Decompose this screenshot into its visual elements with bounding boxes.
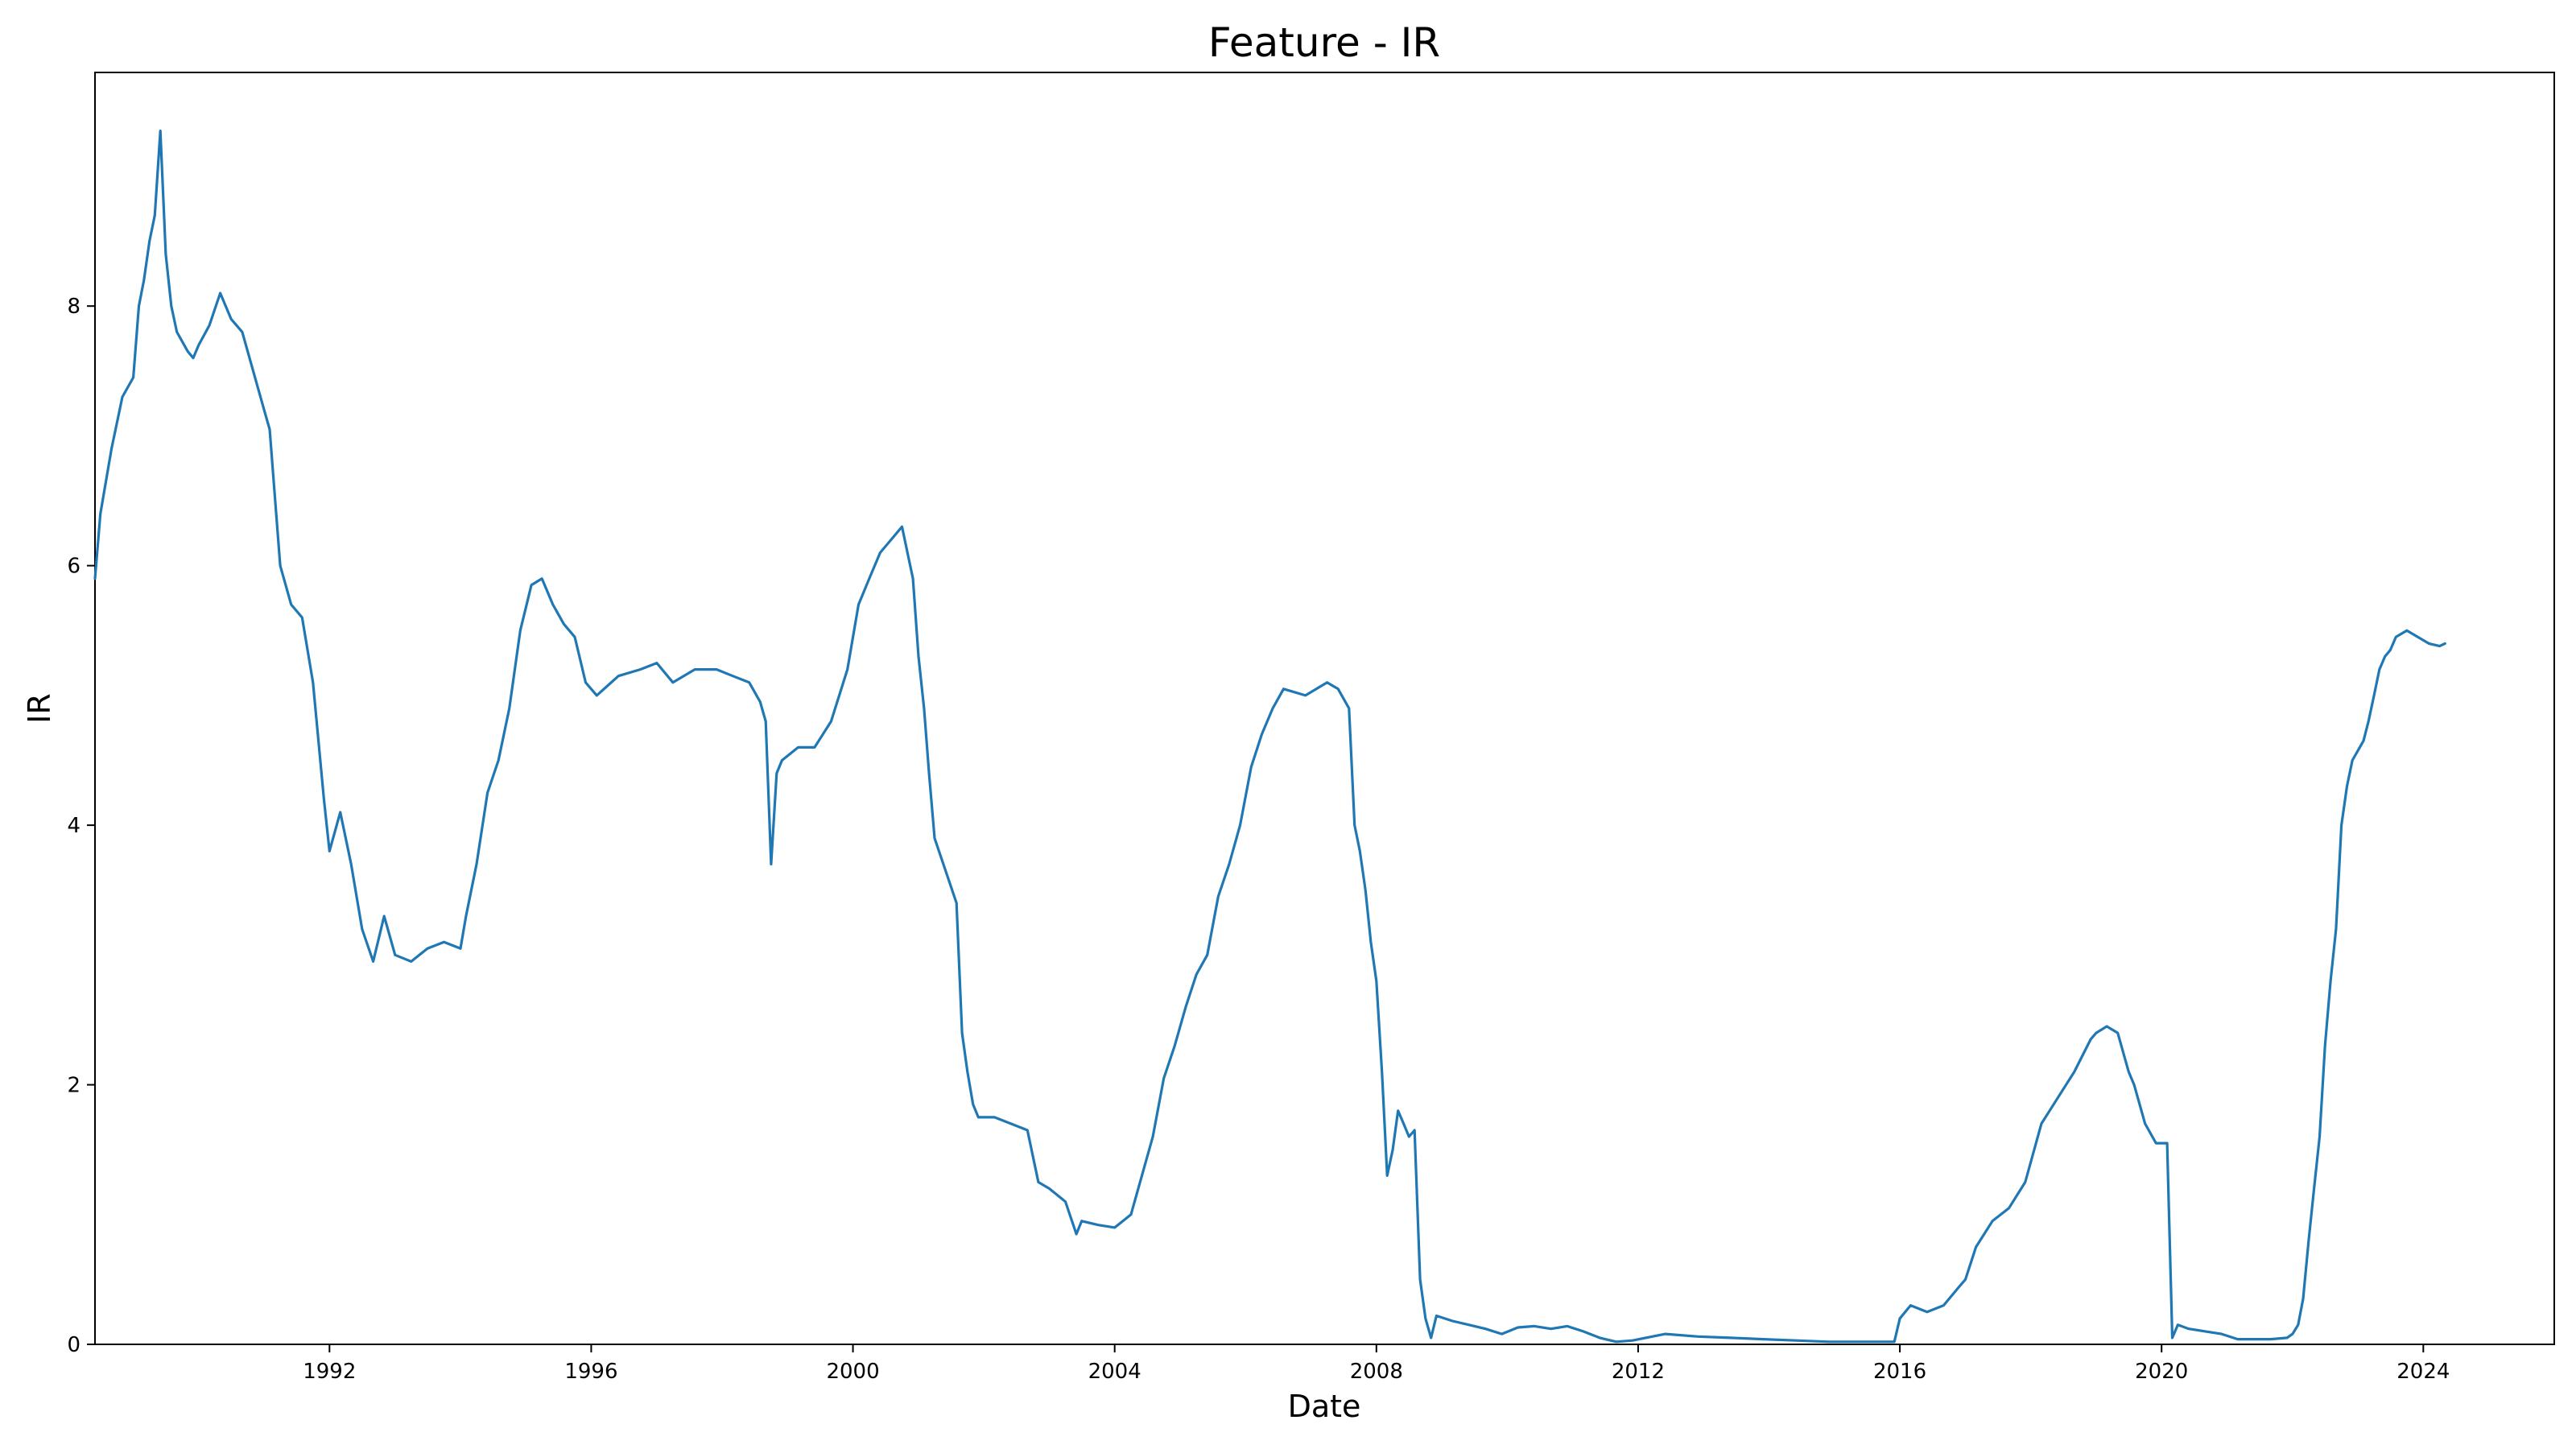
y-tick-label: 2 (67, 1074, 80, 1098)
x-tick-label: 1992 (303, 1360, 356, 1384)
x-tick-label: 2024 (2396, 1360, 2450, 1384)
y-axis: 0 2 4 6 8 (67, 295, 95, 1357)
x-axis-label: Date (1288, 1389, 1361, 1424)
x-tick-label: 1996 (564, 1360, 617, 1384)
x-axis: 1992 1996 2000 2004 2008 2012 2016 2020 2024 (303, 1344, 2450, 1384)
x-tick-label: 2008 (1350, 1360, 1403, 1384)
x-tick-label: 2020 (2135, 1360, 2188, 1384)
series-line-0 (93, 130, 2446, 1344)
series-group (93, 130, 2446, 1344)
y-tick-label: 8 (67, 295, 80, 319)
plot-area (93, 72, 2555, 1345)
y-axis-label: IR (22, 693, 57, 724)
y-tick-label: 6 (67, 555, 80, 579)
x-tick-label: 2004 (1088, 1360, 1141, 1384)
x-tick-label: 2016 (1873, 1360, 1926, 1384)
y-tick-label: 0 (67, 1333, 80, 1357)
chart-title: Feature - IR (1208, 19, 1440, 66)
x-tick-label: 2012 (1612, 1360, 1665, 1384)
plot-frame (94, 72, 2555, 1345)
x-tick-label: 2000 (826, 1360, 879, 1384)
y-tick-label: 4 (67, 814, 80, 838)
